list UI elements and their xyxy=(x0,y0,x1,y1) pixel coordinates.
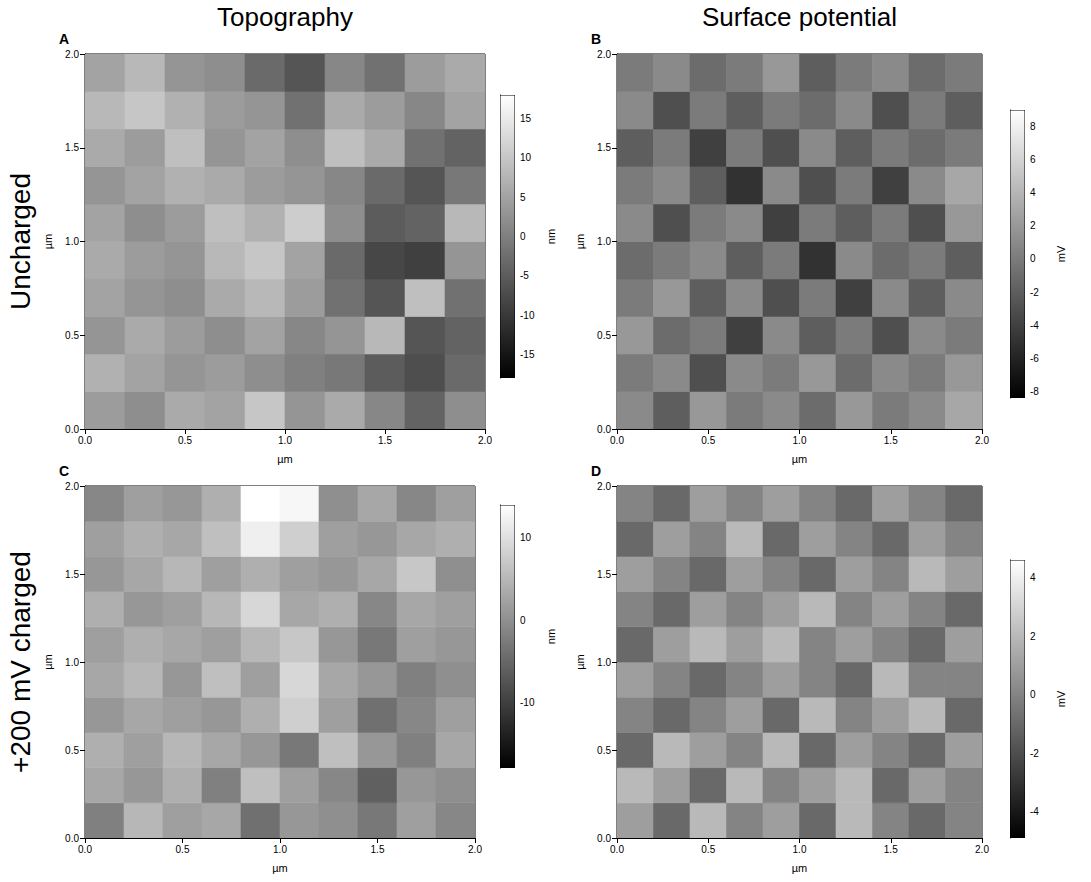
svg-text:6: 6 xyxy=(1030,154,1036,165)
svg-text:1.0: 1.0 xyxy=(273,844,287,855)
svg-text:nm: nm xyxy=(545,629,557,644)
svg-text:0.0: 0.0 xyxy=(610,844,624,855)
svg-text:0.0: 0.0 xyxy=(610,435,624,446)
svg-text:2.0: 2.0 xyxy=(597,49,611,60)
svg-text:0.5: 0.5 xyxy=(65,330,79,341)
svg-text:1.5: 1.5 xyxy=(378,435,392,446)
svg-text:-15: -15 xyxy=(520,349,535,360)
svg-text:1.0: 1.0 xyxy=(278,435,292,446)
svg-text:1.0: 1.0 xyxy=(597,236,611,247)
svg-text:µm: µm xyxy=(272,862,288,874)
svg-text:1.5: 1.5 xyxy=(65,569,79,580)
svg-text:2.0: 2.0 xyxy=(597,481,611,492)
svg-text:2.0: 2.0 xyxy=(975,435,989,446)
svg-text:-10: -10 xyxy=(520,310,535,321)
svg-text:0.5: 0.5 xyxy=(65,745,79,756)
svg-text:µm: µm xyxy=(42,234,54,250)
svg-text:µm: µm xyxy=(574,654,586,670)
svg-text:4: 4 xyxy=(1030,572,1036,583)
svg-text:2.0: 2.0 xyxy=(478,435,492,446)
svg-text:1.0: 1.0 xyxy=(65,657,79,668)
svg-text:1.5: 1.5 xyxy=(597,569,611,580)
svg-text:-10: -10 xyxy=(520,697,535,708)
svg-text:-2: -2 xyxy=(1030,287,1039,298)
svg-text:1.0: 1.0 xyxy=(793,435,807,446)
svg-text:0.5: 0.5 xyxy=(701,844,715,855)
svg-text:-6: -6 xyxy=(1030,353,1039,364)
svg-text:1.0: 1.0 xyxy=(597,657,611,668)
svg-text:8: 8 xyxy=(1030,121,1036,132)
svg-text:1.0: 1.0 xyxy=(793,844,807,855)
svg-text:1.5: 1.5 xyxy=(597,142,611,153)
svg-text:0.0: 0.0 xyxy=(65,424,79,435)
svg-text:4: 4 xyxy=(1030,187,1036,198)
svg-text:0: 0 xyxy=(520,231,526,242)
svg-text:C: C xyxy=(59,463,69,479)
svg-text:-4: -4 xyxy=(1030,320,1039,331)
svg-text:2.0: 2.0 xyxy=(975,844,989,855)
svg-text:0: 0 xyxy=(520,615,526,626)
svg-text:nm: nm xyxy=(545,229,557,244)
svg-text:0: 0 xyxy=(1030,253,1036,264)
svg-text:-2: -2 xyxy=(1030,748,1039,759)
svg-text:0.0: 0.0 xyxy=(597,833,611,844)
svg-text:A: A xyxy=(59,31,69,47)
svg-text:µm: µm xyxy=(574,234,586,250)
svg-text:D: D xyxy=(591,463,601,479)
svg-text:0.5: 0.5 xyxy=(701,435,715,446)
svg-text:2: 2 xyxy=(1030,631,1036,642)
svg-text:1.0: 1.0 xyxy=(65,236,79,247)
svg-text:0.0: 0.0 xyxy=(78,435,92,446)
svg-text:µm: µm xyxy=(792,862,808,874)
svg-text:2.0: 2.0 xyxy=(468,844,482,855)
svg-text:Uncharged: Uncharged xyxy=(5,173,36,310)
svg-text:µm: µm xyxy=(277,453,293,465)
svg-text:Surface potential: Surface potential xyxy=(702,2,897,32)
svg-text:mV: mV xyxy=(1055,690,1067,707)
svg-text:0.0: 0.0 xyxy=(65,833,79,844)
svg-text:µm: µm xyxy=(792,453,808,465)
svg-text:0.0: 0.0 xyxy=(597,424,611,435)
svg-text:0.5: 0.5 xyxy=(597,330,611,341)
svg-text:0: 0 xyxy=(1030,689,1036,700)
svg-text:B: B xyxy=(591,31,601,47)
svg-text:0.0: 0.0 xyxy=(78,844,92,855)
svg-text:+200 mV charged: +200 mV charged xyxy=(5,551,36,773)
svg-text:Topography: Topography xyxy=(217,2,353,32)
svg-text:1.5: 1.5 xyxy=(884,844,898,855)
svg-text:-5: -5 xyxy=(520,270,529,281)
svg-text:mV: mV xyxy=(1055,245,1067,262)
svg-text:5: 5 xyxy=(520,192,526,203)
svg-text:2.0: 2.0 xyxy=(65,49,79,60)
svg-text:10: 10 xyxy=(520,152,532,163)
svg-text:2: 2 xyxy=(1030,220,1036,231)
svg-text:0.5: 0.5 xyxy=(176,844,190,855)
svg-text:15: 15 xyxy=(520,113,532,124)
svg-text:-4: -4 xyxy=(1030,806,1039,817)
svg-text:1.5: 1.5 xyxy=(884,435,898,446)
svg-text:1.5: 1.5 xyxy=(371,844,385,855)
svg-text:1.5: 1.5 xyxy=(65,142,79,153)
svg-text:10: 10 xyxy=(520,532,532,543)
svg-text:-8: -8 xyxy=(1030,386,1039,397)
svg-text:2.0: 2.0 xyxy=(65,481,79,492)
svg-text:0.5: 0.5 xyxy=(178,435,192,446)
svg-text:µm: µm xyxy=(42,654,54,670)
svg-text:0.5: 0.5 xyxy=(597,745,611,756)
